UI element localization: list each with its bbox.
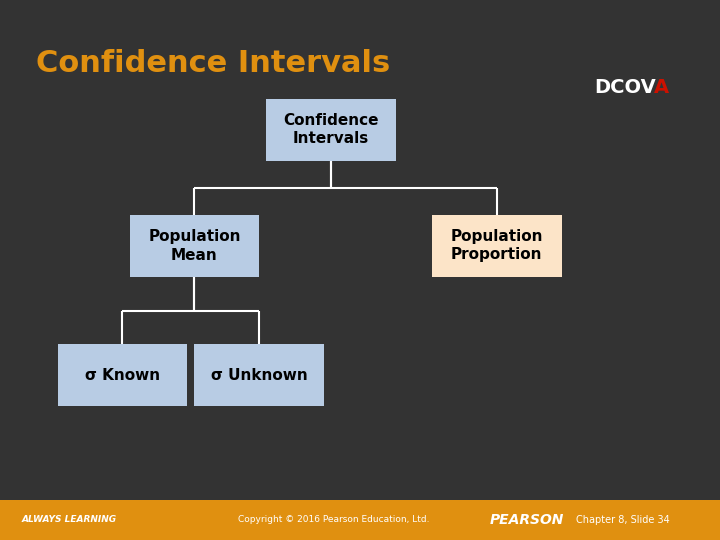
FancyBboxPatch shape (194, 345, 324, 406)
FancyBboxPatch shape (130, 214, 259, 276)
Text: Copyright © 2016 Pearson Education, Ltd.: Copyright © 2016 Pearson Education, Ltd. (238, 515, 429, 524)
Text: σ Unknown: σ Unknown (211, 368, 307, 383)
Text: Chapter 8, Slide 34: Chapter 8, Slide 34 (576, 515, 670, 525)
Text: Confidence
Intervals: Confidence Intervals (284, 113, 379, 146)
Text: PEARSON: PEARSON (490, 513, 564, 526)
FancyBboxPatch shape (266, 98, 396, 160)
Text: ALWAYS LEARNING: ALWAYS LEARNING (22, 515, 117, 524)
Text: Population
Mean: Population Mean (148, 229, 240, 262)
Text: Population
Proportion: Population Proportion (451, 229, 543, 262)
FancyBboxPatch shape (58, 345, 187, 406)
Text: Confidence Intervals: Confidence Intervals (36, 49, 390, 78)
FancyBboxPatch shape (432, 214, 562, 276)
Text: DCOV: DCOV (594, 78, 656, 97)
Text: σ Known: σ Known (85, 368, 160, 383)
Text: A: A (654, 78, 669, 97)
FancyBboxPatch shape (0, 500, 720, 540)
